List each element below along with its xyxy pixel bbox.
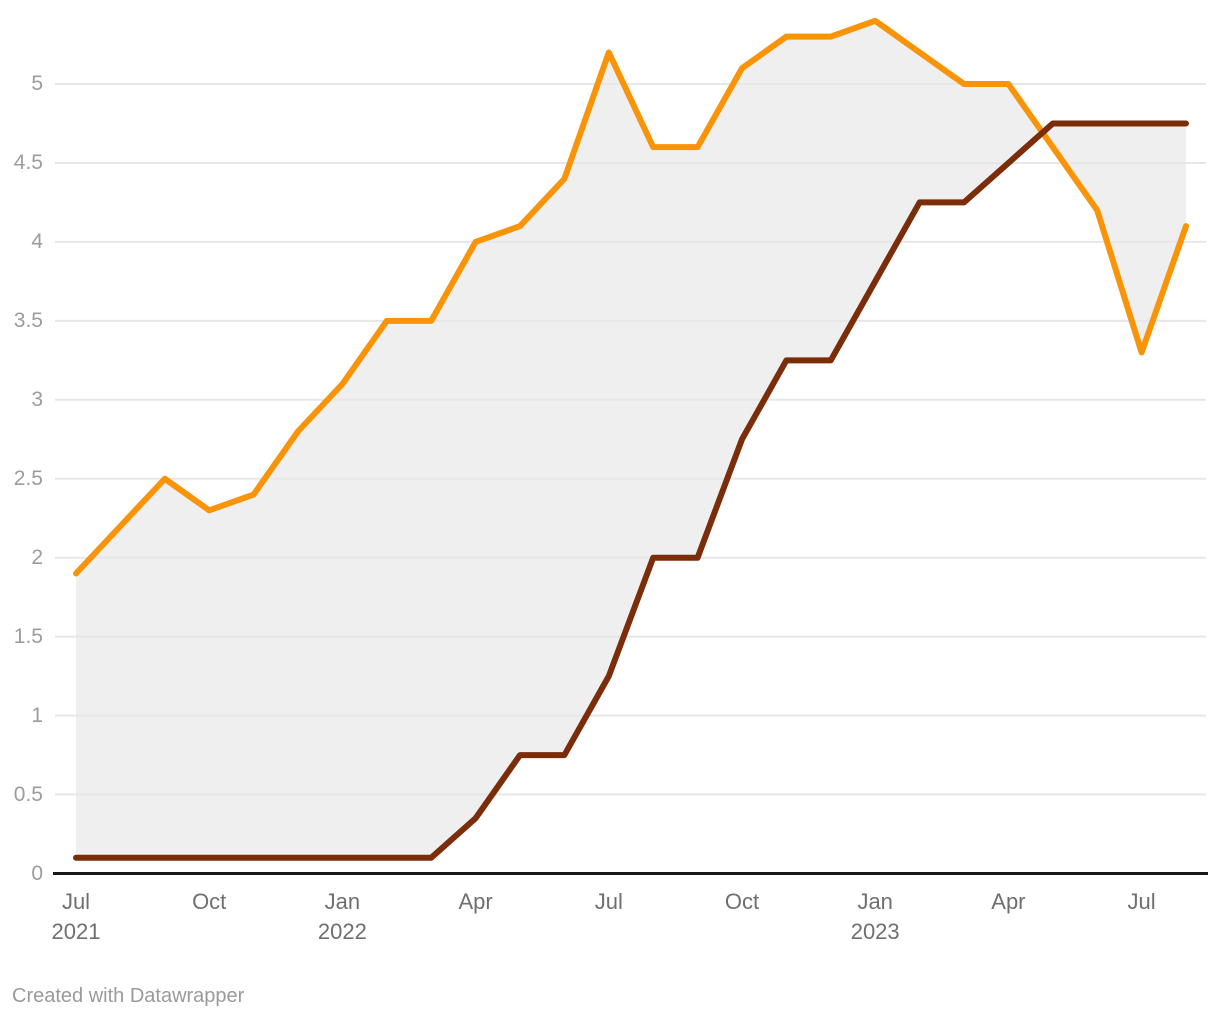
- x-tick-label: Jul: [1097, 889, 1187, 915]
- x-tick-year: 2023: [850, 919, 900, 944]
- y-tick-label: 4: [31, 229, 43, 253]
- y-tick-label: 0: [31, 861, 43, 885]
- y-tick-label: 1.5: [13, 624, 43, 648]
- x-tick-month: Apr: [991, 889, 1026, 914]
- x-tick-label: Jul: [564, 889, 654, 915]
- x-tick-month: Oct: [724, 889, 760, 914]
- y-tick-label: 2: [31, 545, 43, 569]
- x-tick-month: Jul: [1127, 889, 1156, 914]
- y-tick-label: 4.5: [13, 150, 43, 174]
- x-tick-month: Jul: [594, 889, 623, 914]
- x-tick-label: Apr: [963, 889, 1053, 915]
- x-tick-label: Apr: [431, 889, 521, 915]
- y-tick-label: 2.5: [13, 466, 43, 490]
- x-tick-year: 2021: [51, 919, 101, 944]
- x-tick-month: Jan: [324, 889, 361, 914]
- series-dark-brown-line: [73, 120, 1189, 861]
- fill-between-area: [76, 20, 1186, 858]
- y-tick-label: 3.5: [13, 308, 43, 332]
- x-tick-label: Oct: [164, 889, 254, 915]
- y-tick-label: 3: [31, 387, 43, 411]
- y-tick-label: 5: [31, 72, 43, 95]
- attribution-text: Created with Datawrapper: [12, 985, 245, 1007]
- x-tick-month: Apr: [458, 889, 493, 914]
- series-orange-line: [73, 17, 1189, 577]
- x-tick-month: Jan: [857, 889, 893, 914]
- x-tick-year: 2022: [317, 919, 367, 944]
- x-tick-label: Jul 2021: [31, 889, 121, 945]
- y-tick-label: 1: [31, 703, 43, 727]
- x-tick-label: Oct: [697, 889, 787, 915]
- y-tick-label: 0.5: [13, 782, 43, 806]
- x-tick-label: Jan 2022: [297, 889, 387, 945]
- x-tick-label: Jan 2023: [830, 889, 920, 945]
- x-tick-month: Oct: [192, 889, 227, 914]
- x-tick-month: Jul: [61, 889, 91, 914]
